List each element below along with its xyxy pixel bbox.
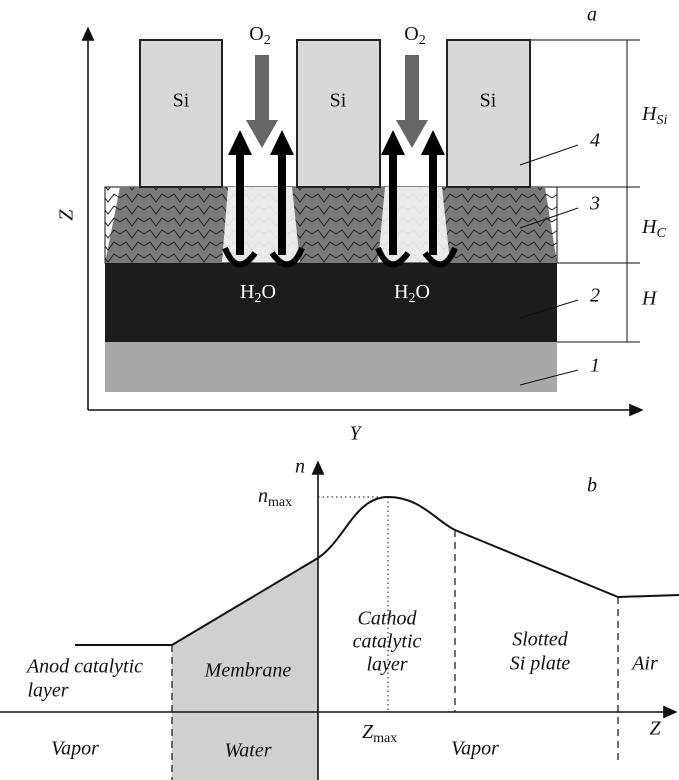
panel-b: n b nmax Zmax Z Anod catalytic layer Mem… bbox=[0, 456, 679, 780]
region-label: Si plate bbox=[510, 653, 571, 675]
region-label: layer bbox=[27, 680, 68, 702]
region-label: Anod catalytic bbox=[25, 656, 143, 678]
region-label: layer bbox=[366, 654, 407, 676]
region-label: Slotted bbox=[512, 629, 569, 651]
o2-arrow bbox=[246, 55, 278, 148]
region-boundaries bbox=[171, 530, 619, 780]
si-block bbox=[446, 39, 531, 188]
text-part: max bbox=[373, 731, 397, 746]
si-block bbox=[139, 39, 223, 188]
dimension-label: HSi bbox=[641, 103, 667, 129]
si-block bbox=[296, 39, 381, 188]
dimension-lines bbox=[519, 39, 640, 386]
text-part: n bbox=[258, 485, 268, 507]
si-label: Si bbox=[480, 90, 497, 112]
text-part: O bbox=[249, 23, 263, 45]
layer-3-waves bbox=[105, 187, 557, 263]
axis-label: n bbox=[295, 456, 305, 478]
text-part: max bbox=[268, 495, 292, 510]
zmax-label: Zmax bbox=[362, 721, 397, 747]
text-part: Z bbox=[362, 721, 374, 743]
layer-number: 1 bbox=[590, 355, 600, 377]
axis-label: Z bbox=[649, 718, 661, 740]
max-guides bbox=[318, 496, 389, 712]
text-part: O bbox=[262, 281, 276, 303]
layer-number: 3 bbox=[589, 193, 600, 215]
axis-label: Z bbox=[56, 209, 78, 221]
si-label: Si bbox=[330, 90, 347, 112]
region-label: Cathod bbox=[358, 608, 418, 630]
h2o-label: H2O bbox=[394, 281, 430, 307]
region-label: catalytic bbox=[353, 631, 422, 653]
phase-label: Vapor bbox=[451, 738, 499, 760]
layer-2 bbox=[105, 263, 557, 342]
region-label: Membrane bbox=[204, 660, 292, 682]
membrane-region bbox=[172, 558, 318, 780]
text-part: C bbox=[656, 226, 666, 241]
dimension-label: H bbox=[641, 288, 658, 310]
dimension-label: HC bbox=[641, 216, 666, 242]
text-part: H bbox=[394, 281, 408, 303]
region-label: Air bbox=[630, 653, 658, 675]
phase-label: Vapor bbox=[51, 738, 99, 760]
layer-1 bbox=[105, 342, 557, 392]
water-arrows bbox=[222, 130, 458, 268]
text-part: Si bbox=[656, 113, 667, 128]
phase-label: Water bbox=[224, 740, 271, 762]
panel-label: a bbox=[587, 4, 597, 26]
h2o-label: H2O bbox=[240, 281, 276, 307]
o2-arrow bbox=[396, 55, 428, 148]
channel bbox=[222, 187, 300, 262]
panel-label: b bbox=[587, 475, 597, 497]
nmax-label: nmax bbox=[258, 485, 292, 511]
channel bbox=[378, 187, 450, 262]
text-part: O bbox=[404, 23, 418, 45]
text-part: H bbox=[641, 216, 658, 238]
text-part: 2 bbox=[264, 33, 271, 48]
text-part: 2 bbox=[255, 291, 262, 306]
layer-number: 2 bbox=[590, 285, 600, 307]
si-label: Si bbox=[173, 90, 190, 112]
o2-label: O2 bbox=[249, 23, 270, 49]
o2-label: O2 bbox=[404, 23, 425, 49]
text-part: 2 bbox=[419, 33, 426, 48]
panel-a: Z Y a Si Si Si O2 O2 H2O H2O HSi HC H 1 … bbox=[56, 4, 668, 445]
layer-number: 4 bbox=[590, 130, 600, 152]
axis-label: Y bbox=[349, 423, 362, 445]
text-part: 2 bbox=[409, 291, 416, 306]
text-part: H bbox=[240, 281, 254, 303]
text-part: O bbox=[416, 281, 430, 303]
text-part: H bbox=[641, 103, 658, 125]
